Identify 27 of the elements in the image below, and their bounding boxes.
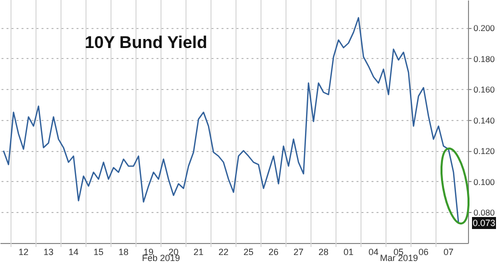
x-tick-label: 05: [393, 247, 404, 257]
x-tick-label: 27: [293, 247, 304, 257]
x-tick-label: 13: [43, 247, 54, 257]
x-tick-label: 22: [218, 247, 229, 257]
x-tick-label: 28: [318, 247, 329, 257]
x-tick-label: 06: [418, 247, 429, 257]
line-series: [2, 17, 460, 224]
text: 10Y Bund Yield: [84, 33, 208, 52]
x-tick-label: 21: [193, 247, 204, 257]
data-label: 0.073: [472, 218, 496, 228]
x-tick-label: 15: [93, 247, 104, 257]
text: Feb 2019: [142, 253, 180, 263]
x-tick-label: 04: [368, 247, 379, 257]
y-tick-label: 0.080: [474, 208, 496, 218]
x-tick-label: 01: [343, 247, 354, 257]
x-tick-label: 26: [268, 247, 279, 257]
y-tick-label: 0.160: [474, 84, 496, 95]
y-tick-label: 0.100: [474, 176, 496, 187]
x-tick-label: 14: [68, 247, 79, 257]
x-tick-label: 18: [118, 247, 129, 257]
x-tick-label: 07: [443, 247, 454, 257]
y-tick-label: 0.120: [474, 146, 496, 156]
y-tick-label: 0.140: [474, 115, 496, 126]
y-tick-label: 0.180: [474, 54, 496, 64]
y-tick-label: 0.200: [474, 23, 496, 34]
x-tick-label: 25: [243, 247, 254, 257]
x-tick-label: 12: [18, 247, 29, 257]
